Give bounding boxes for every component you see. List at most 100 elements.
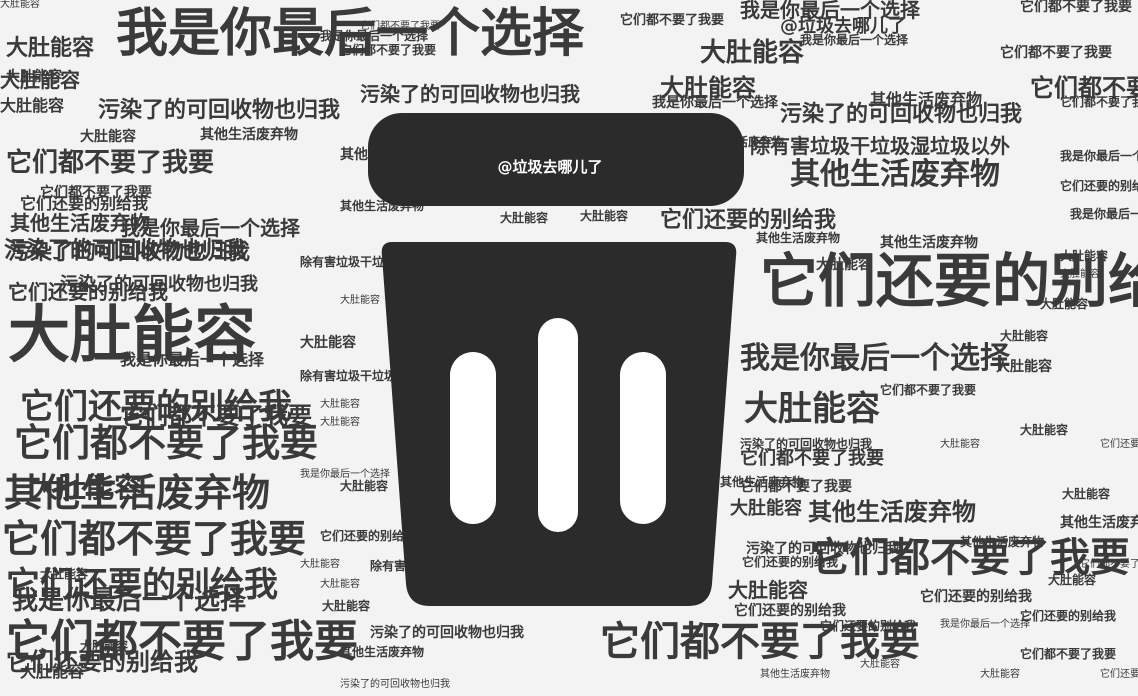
cloud-phrase: 它们还要的别给我 xyxy=(734,603,846,619)
cloud-phrase: 它们还要的别给我 xyxy=(6,565,278,605)
cloud-phrase: 它们还要的别给我 xyxy=(660,208,837,233)
cloud-phrase: 我是你最后一个选择 xyxy=(120,350,265,369)
cloud-phrase: 它们都不要了我要 xyxy=(740,448,884,469)
cloud-phrase: 它们还要的别给我 xyxy=(6,648,198,676)
trash-bin-slot-left xyxy=(450,352,496,524)
cloud-phrase: 大肚能容 xyxy=(8,298,257,371)
cloud-phrase: 它们都不要了我要 xyxy=(2,517,307,561)
cloud-phrase: 大肚能容 xyxy=(300,335,356,351)
cloud-phrase: 其他生活废弃物 xyxy=(10,211,150,235)
cloud-phrase: 大肚能容 xyxy=(730,498,802,519)
cloud-phrase: 它们还要的别给我 xyxy=(820,619,917,633)
cloud-phrase: 我是你最后一个选择 xyxy=(320,29,429,43)
cloud-phrase: 它们都不要了我要 xyxy=(1080,559,1138,570)
cloud-phrase: 其他生活废弃物 xyxy=(870,90,983,109)
cloud-phrase: 污染了的可回收物也归我 xyxy=(8,240,251,265)
cloud-phrase: 它们都不要了我要 xyxy=(740,479,852,495)
cloud-phrase: 大肚能容 xyxy=(860,659,900,670)
cloud-phrase: 其他生活废弃物 xyxy=(720,475,805,489)
cloud-phrase: 我是你最后一个选择 xyxy=(1060,149,1138,163)
cloud-phrase: @垃圾去哪儿了 xyxy=(780,16,906,37)
cloud-phrase: 它们都不要了我要 xyxy=(1020,647,1117,661)
cloud-phrase: 大肚能容 xyxy=(580,209,629,223)
trash-bin-lid-handle xyxy=(368,113,744,206)
cloud-phrase: 它们都不要了我要 xyxy=(14,421,319,465)
cloud-phrase: 它们都不要了我要 xyxy=(1030,74,1138,102)
cloud-phrase: 它们都不要了我要 xyxy=(120,402,312,430)
cloud-phrase: 它们还要的别给我 xyxy=(920,589,1032,605)
cloud-phrase: 大肚能容 xyxy=(1020,423,1069,437)
cloud-phrase: 大肚能容 xyxy=(1062,487,1111,501)
cloud-phrase: 大肚能容 xyxy=(0,96,65,115)
cloud-phrase: 大肚能容 xyxy=(340,295,380,306)
cloud-phrase: 我是你最后一个选择 xyxy=(120,216,300,240)
cloud-phrase: 它们都不要了我要 xyxy=(1060,95,1138,109)
cloud-phrase: 污染了的可回收物也归我 xyxy=(340,679,450,690)
cloud-phrase: 大肚能容 xyxy=(320,579,360,590)
cloud-phrase: 其他生活废弃物 xyxy=(960,535,1045,549)
cloud-phrase: 污染了的可回收物也归我 xyxy=(740,437,873,451)
cloud-phrase: 大肚能容 xyxy=(6,36,95,61)
cloud-phrase: 大肚能容 xyxy=(1040,297,1089,311)
cloud-phrase: 大肚能容 xyxy=(30,471,143,504)
cloud-phrase: 大肚能容 xyxy=(40,567,89,581)
cloud-phrase: 它们还要的别给我 xyxy=(320,529,417,543)
cloud-phrase: 它们还要的别给我 xyxy=(1020,609,1117,623)
cloud-phrase: 污染了的可回收物也归我 xyxy=(98,98,341,123)
cloud-phrase: 我是你最后一个选择 xyxy=(300,469,390,480)
cloud-phrase: 大肚能容 xyxy=(500,211,549,225)
cloud-phrase: 它们都不要了我要 xyxy=(1020,0,1132,15)
cloud-phrase: 它们都不要了我要 xyxy=(620,13,725,28)
cloud-phrase: 大肚能容 xyxy=(1000,329,1049,343)
cloud-phrase: 它们都不要了我要 xyxy=(340,43,437,57)
cloud-phrase: 大肚能容 xyxy=(980,669,1020,680)
cloud-phrase: 其他生活废弃物 xyxy=(4,471,271,515)
cloud-phrase: 它们都不要了我要 xyxy=(810,535,1130,581)
cloud-phrase: 除有害垃圾干垃圾湿垃圾以外 xyxy=(750,134,1010,158)
cloud-phrase: 污染了的可回收物也归我 xyxy=(780,102,1023,127)
cloud-phrase: 我是你最后一个选择 xyxy=(116,4,585,64)
cloud-phrase: 大肚能容 xyxy=(80,129,136,145)
cloud-phrase: 其他生活废弃物 xyxy=(340,645,425,659)
cloud-phrase: 我是你最后一个选择 xyxy=(740,0,920,22)
cloud-phrase: 我是你最后一个选择 xyxy=(652,95,778,111)
cloud-phrase: 其他生活废弃物 xyxy=(756,231,841,245)
trash-bin-slot-middle xyxy=(538,318,578,532)
cloud-phrase: 大肚能容 xyxy=(660,74,756,102)
cloud-phrase: 它们都不要了我要 xyxy=(6,148,215,178)
cloud-phrase: 污染了的可回收物也归我 xyxy=(4,238,247,263)
cloud-phrase: 它们还要的别给我 xyxy=(742,555,839,569)
cloud-phrase: 其他生活废弃物 xyxy=(808,498,976,526)
cloud-phrase: 大肚能容 xyxy=(300,559,340,570)
cloud-phrase: 它们还要的别给我 xyxy=(760,247,1138,315)
cloud-phrase: 其他生活废弃物 xyxy=(1060,515,1138,531)
cloud-phrase: 我是你最后一个选择 xyxy=(940,619,1030,630)
cloud-phrase: 大肚能容 xyxy=(0,0,40,10)
cloud-phrase: 我是你最后一个选择 xyxy=(1070,207,1138,221)
cloud-phrase: 它们还要的别给我 xyxy=(1100,669,1138,680)
cloud-phrase: 它们都不要了我要 xyxy=(880,383,977,397)
cloud-phrase: 它们都不要了我要 xyxy=(40,185,152,201)
cloud-phrase: 它们都不要了我要 xyxy=(600,619,920,665)
cloud-phrase: 它们还要的别给我 xyxy=(20,194,149,213)
cloud-phrase: 大肚能容 xyxy=(322,599,371,613)
cloud-phrase: 大肚能容 xyxy=(996,359,1052,375)
cloud-phrase: 大肚能容 xyxy=(728,578,808,602)
cloud-phrase: 其他生活废弃物 xyxy=(790,157,1000,192)
cloud-phrase: 它们还要的别给我 xyxy=(1060,179,1138,193)
cloud-phrase: 大肚能容 xyxy=(1048,573,1097,587)
cloud-phrase: 其他生活废弃物 xyxy=(760,669,830,680)
cloud-phrase: 污染了的可回收物也归我 xyxy=(370,625,524,641)
cloud-phrase: 大肚能容 xyxy=(20,662,85,681)
cloud-phrase: 大肚能容 xyxy=(320,417,360,428)
cloud-phrase: 其他生活废弃物 xyxy=(200,127,298,143)
cloud-phrase: 我是你最后一个选择 xyxy=(740,341,1010,376)
cloud-phrase: 污染了的可回收物也归我 xyxy=(60,274,258,295)
cloud-phrase: 大肚能容 xyxy=(80,639,129,653)
cloud-phrase: 它们都不要了我要 xyxy=(1000,45,1112,61)
cloud-phrase: 大肚能容 xyxy=(700,38,805,68)
cloud-phrase: 大肚能容 xyxy=(1060,269,1100,280)
cloud-phrase: 它们都不要了我要 xyxy=(6,616,358,667)
